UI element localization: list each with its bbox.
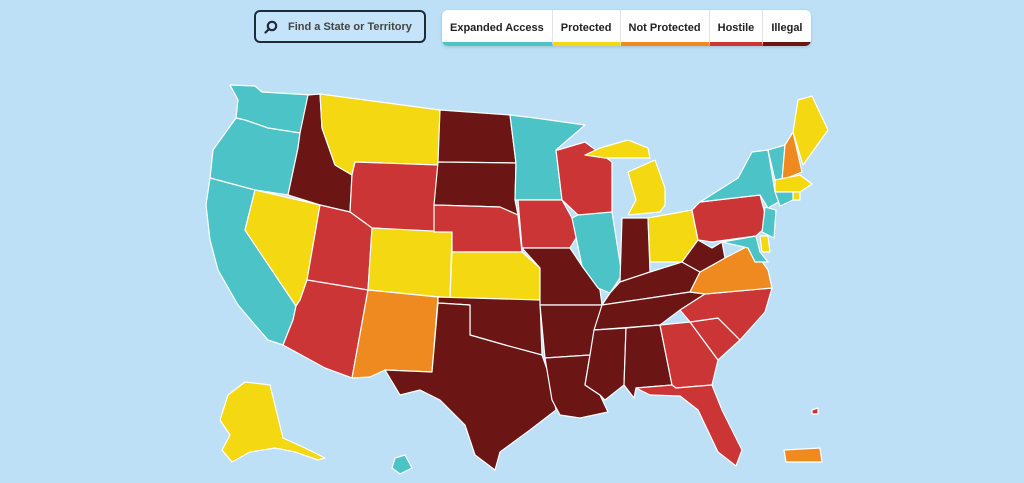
- legend-item-illegal[interactable]: Illegal: [763, 10, 811, 46]
- territory-puerto-rico[interactable]: [783, 447, 823, 463]
- state-hawaii[interactable]: [391, 454, 413, 475]
- state-north-dakota[interactable]: [437, 109, 517, 164]
- state-michigan-upper-peninsula[interactable]: [584, 139, 651, 159]
- state-maryland[interactable]: [721, 235, 769, 263]
- legend-item-expanded-access[interactable]: Expanded Access: [442, 10, 553, 46]
- state-connecticut[interactable]: [774, 191, 794, 207]
- state-michigan[interactable]: [627, 159, 666, 216]
- state-maine[interactable]: [792, 95, 829, 166]
- state-indiana[interactable]: [619, 217, 651, 283]
- state-missouri[interactable]: [521, 247, 603, 306]
- search-input[interactable]: [288, 20, 418, 33]
- state-new-jersey[interactable]: [761, 206, 777, 239]
- state-colorado[interactable]: [367, 227, 453, 299]
- state-texas[interactable]: [384, 302, 557, 471]
- state-illinois[interactable]: [571, 211, 623, 294]
- legend-item-not-protected[interactable]: Not Protected: [620, 10, 710, 46]
- legend-item-protected[interactable]: Protected: [552, 10, 621, 46]
- search-box[interactable]: [254, 10, 426, 43]
- status-legend: Expanded Access Protected Not Protected …: [442, 10, 811, 46]
- state-kansas[interactable]: [449, 251, 541, 301]
- legend-item-hostile[interactable]: Hostile: [709, 10, 764, 46]
- state-alaska[interactable]: [219, 381, 326, 463]
- state-massachusetts[interactable]: [774, 174, 813, 193]
- state-rhode-island[interactable]: [792, 191, 801, 201]
- state-delaware[interactable]: [759, 235, 771, 253]
- state-florida[interactable]: [635, 384, 743, 467]
- territory-us-virgin-islands[interactable]: [811, 407, 819, 415]
- state-new-hampshire[interactable]: [781, 131, 803, 181]
- search-icon: [264, 20, 278, 34]
